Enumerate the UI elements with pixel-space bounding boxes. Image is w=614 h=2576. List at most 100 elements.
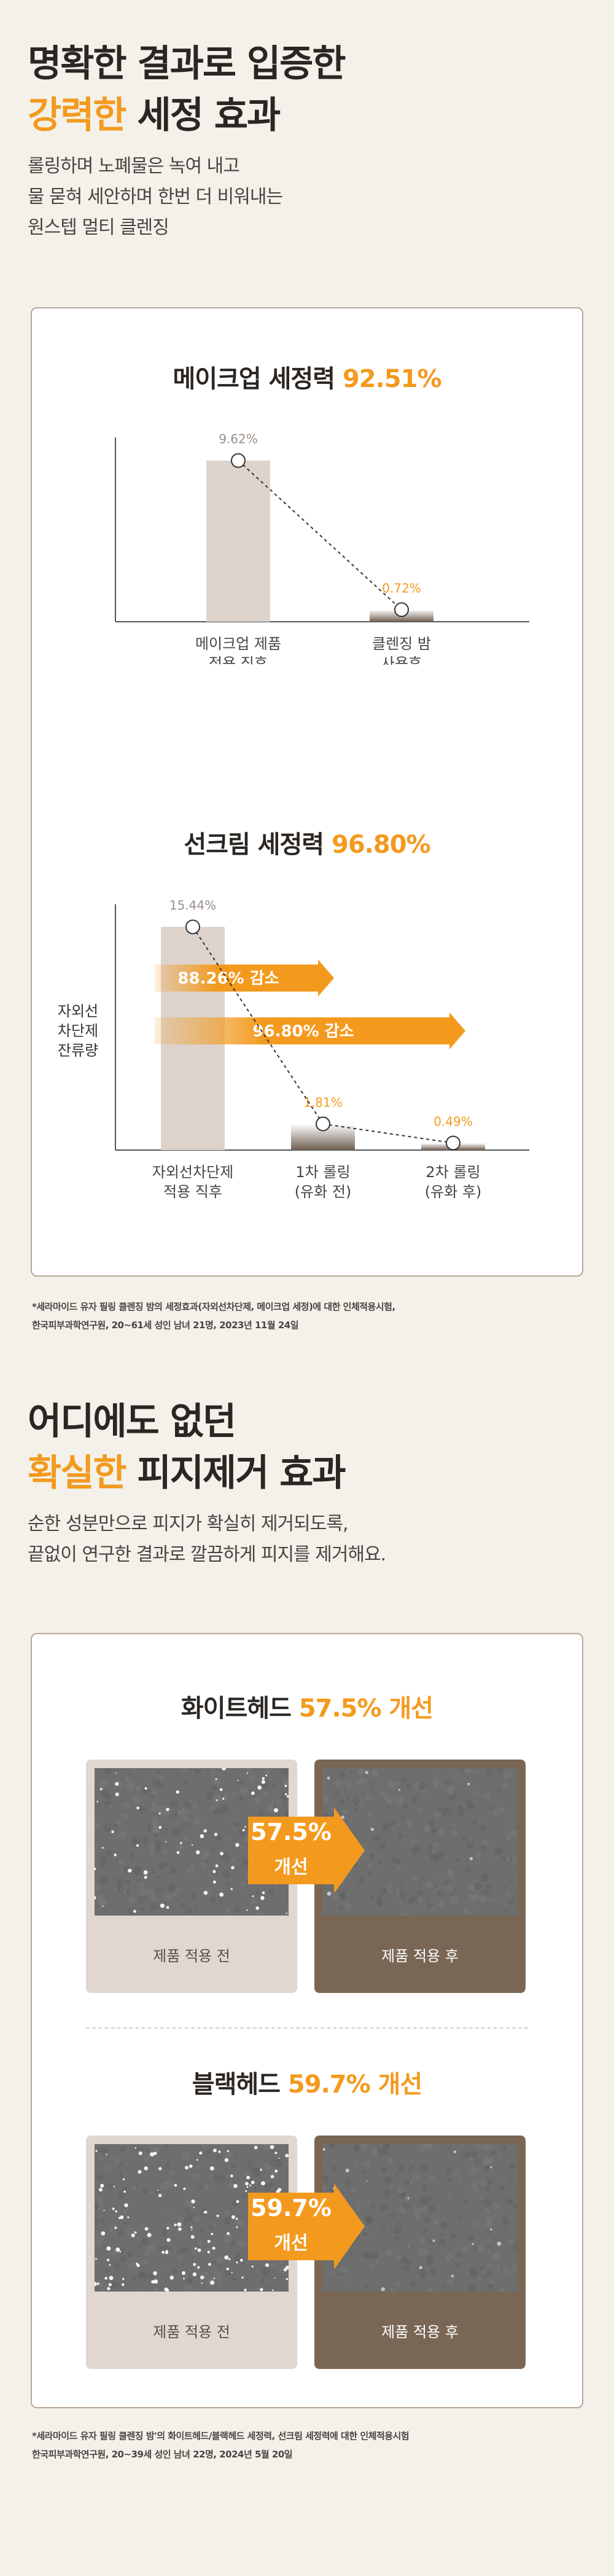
skin-texture — [182, 1801, 192, 1809]
pore-spot — [104, 2277, 107, 2280]
pore-spot — [127, 2216, 130, 2218]
skin-texture — [201, 1852, 209, 1860]
skin-texture — [158, 2246, 163, 2250]
skin-texture — [434, 1783, 439, 1788]
skin-texture — [381, 2167, 387, 2173]
skin-texture — [476, 2244, 484, 2253]
pore-spot — [220, 1852, 223, 1856]
skin-texture — [127, 2263, 136, 2271]
skin-texture — [192, 2250, 196, 2255]
skin-texture — [105, 1850, 113, 1857]
skin-texture — [471, 1804, 475, 1809]
skin-texture — [252, 2288, 255, 2290]
skin-texture — [488, 2179, 494, 2185]
skin-texture — [445, 2167, 454, 2176]
skin-texture — [211, 1773, 215, 1777]
pore-spot — [249, 2184, 252, 2186]
skin-texture — [227, 1782, 229, 1785]
pore-spot — [219, 1892, 224, 1897]
skin-texture — [499, 2287, 507, 2292]
skin-texture — [378, 1865, 381, 1868]
skin-texture — [440, 1808, 443, 1811]
pore-spot — [200, 2276, 204, 2280]
skin-texture — [95, 1822, 100, 1828]
skin-texture — [364, 1814, 369, 1818]
skin-texture — [363, 2217, 371, 2226]
skin-texture — [372, 2233, 376, 2236]
skin-texture — [242, 2194, 247, 2199]
skin-texture — [149, 1780, 152, 1783]
skin-texture — [420, 2274, 426, 2280]
skin-texture — [228, 1773, 231, 1777]
skin-texture — [142, 2260, 147, 2265]
pore-spot — [261, 2181, 265, 2186]
skin-texture — [340, 2275, 344, 2279]
skin-texture — [98, 2155, 104, 2161]
skin-texture — [455, 1857, 461, 1863]
skin-texture — [174, 1887, 181, 1893]
skin-texture — [151, 1790, 158, 1796]
skin-texture — [432, 2188, 435, 2191]
skin-texture — [366, 2252, 374, 2260]
skin-texture — [274, 2159, 282, 2167]
skin-texture — [223, 1869, 231, 1878]
data-label: 15.44% — [169, 898, 216, 913]
skin-texture — [176, 1809, 182, 1815]
pore-spot — [112, 2207, 115, 2210]
pore-spot — [230, 2174, 233, 2178]
skin-texture — [358, 1884, 361, 1888]
skin-texture — [432, 1875, 435, 1877]
skin-texture — [225, 1882, 230, 1887]
pore-spot — [236, 2226, 238, 2228]
skin-texture — [356, 1785, 359, 1788]
skin-texture — [230, 2240, 236, 2246]
skin-texture — [502, 2267, 510, 2276]
skin-texture — [476, 2160, 481, 2165]
skin-texture — [464, 1866, 472, 1873]
skin-texture — [433, 1884, 438, 1888]
skin-texture — [169, 1868, 176, 1874]
skin-texture — [157, 1806, 166, 1814]
pore-spot — [191, 1844, 193, 1846]
skin-texture — [376, 1894, 381, 1900]
skin-texture — [150, 2191, 154, 2195]
skin-texture — [423, 2167, 428, 2172]
skin-texture — [360, 2144, 367, 2150]
skin-texture — [184, 2273, 190, 2279]
skin-texture — [371, 1785, 375, 1789]
skin-texture — [158, 1775, 163, 1780]
skin-texture — [233, 1819, 241, 1827]
skin-texture — [338, 1911, 340, 1913]
skin-texture — [342, 1809, 348, 1815]
skin-texture — [484, 1817, 492, 1826]
category-label: 적용 직후 — [209, 655, 268, 665]
skin-texture — [488, 2271, 492, 2275]
skin-texture — [370, 2264, 375, 2269]
skin-texture — [223, 1793, 229, 1799]
footnote-2-line: *세라마이드 유자 필링 클렌징 밤'의 화이트헤드/블랙헤드 세정력, 선크림… — [32, 2430, 410, 2441]
skin-texture — [476, 2276, 482, 2281]
skin-texture — [421, 2185, 428, 2193]
skin-texture — [243, 2171, 249, 2177]
skin-texture — [433, 1876, 437, 1879]
skin-texture — [230, 2213, 233, 2217]
skin-texture — [394, 2236, 400, 2241]
data-label: 1.81% — [303, 1095, 343, 1110]
skin-texture — [150, 1818, 159, 1828]
skin-texture — [435, 1852, 443, 1860]
skin-texture — [499, 2267, 503, 2272]
skin-texture — [485, 2207, 491, 2213]
pore-spot — [246, 1909, 248, 1911]
skin-texture — [508, 1889, 510, 1891]
skin-texture — [389, 1885, 397, 1893]
skin-texture — [463, 2180, 466, 2183]
skin-texture — [117, 1780, 123, 1787]
skin-texture — [481, 2269, 488, 2276]
skin-texture — [489, 2144, 492, 2148]
skin-texture — [499, 2184, 505, 2191]
skin-texture — [128, 1896, 137, 1905]
skin-texture — [182, 1804, 189, 1811]
skin-texture — [106, 2183, 114, 2191]
pore-spot — [231, 2215, 236, 2219]
pore-spot — [96, 2282, 99, 2285]
